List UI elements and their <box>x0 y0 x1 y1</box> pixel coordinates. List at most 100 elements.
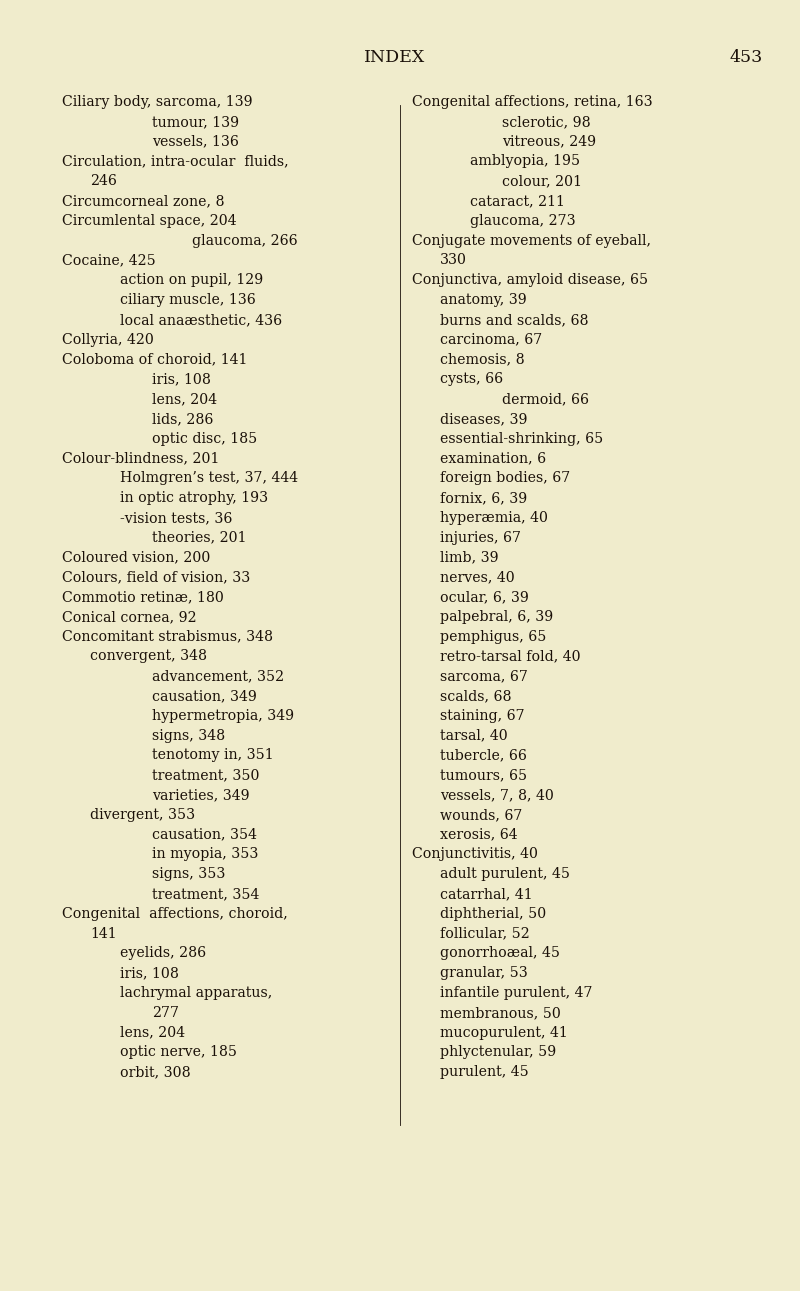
Text: wounds, 67: wounds, 67 <box>440 808 522 822</box>
Text: 141: 141 <box>90 927 117 941</box>
Text: Conjunctiva, amyloid disease, 65: Conjunctiva, amyloid disease, 65 <box>412 274 648 287</box>
Text: lens, 204: lens, 204 <box>152 392 217 405</box>
Text: retro-tarsal fold, 40: retro-tarsal fold, 40 <box>440 649 581 664</box>
Text: Concomitant strabismus, 348: Concomitant strabismus, 348 <box>62 630 273 644</box>
Text: 330: 330 <box>440 253 467 267</box>
Text: lids, 286: lids, 286 <box>152 412 214 426</box>
Text: hyperæmia, 40: hyperæmia, 40 <box>440 511 548 525</box>
Text: phlyctenular, 59: phlyctenular, 59 <box>440 1046 556 1060</box>
Text: adult purulent, 45: adult purulent, 45 <box>440 868 570 882</box>
Text: vitreous, 249: vitreous, 249 <box>502 134 596 148</box>
Text: essential-shrinking, 65: essential-shrinking, 65 <box>440 431 603 445</box>
Text: chemosis, 8: chemosis, 8 <box>440 352 525 367</box>
Text: Conical cornea, 92: Conical cornea, 92 <box>62 609 197 624</box>
Text: burns and scalds, 68: burns and scalds, 68 <box>440 312 589 327</box>
Text: convergent, 348: convergent, 348 <box>90 649 207 664</box>
Text: Circumcorneal zone, 8: Circumcorneal zone, 8 <box>62 194 225 208</box>
Text: -vision tests, 36: -vision tests, 36 <box>120 511 232 525</box>
Text: Coloured vision, 200: Coloured vision, 200 <box>62 550 210 564</box>
Text: 246: 246 <box>90 174 117 188</box>
Text: membranous, 50: membranous, 50 <box>440 1006 561 1020</box>
Text: Colours, field of vision, 33: Colours, field of vision, 33 <box>62 571 250 585</box>
Text: purulent, 45: purulent, 45 <box>440 1065 529 1079</box>
Text: sarcoma, 67: sarcoma, 67 <box>440 669 528 683</box>
Text: amblyopia, 195: amblyopia, 195 <box>470 155 580 168</box>
Text: diseases, 39: diseases, 39 <box>440 412 527 426</box>
Text: Circumlental space, 204: Circumlental space, 204 <box>62 214 237 227</box>
Text: tumour, 139: tumour, 139 <box>152 115 239 129</box>
Text: mucopurulent, 41: mucopurulent, 41 <box>440 1025 568 1039</box>
Text: ciliary muscle, 136: ciliary muscle, 136 <box>120 293 256 307</box>
Text: lens, 204: lens, 204 <box>120 1025 185 1039</box>
Text: diphtherial, 50: diphtherial, 50 <box>440 906 546 920</box>
Text: Holmgren’s test, 37, 444: Holmgren’s test, 37, 444 <box>120 471 298 485</box>
Text: advancement, 352: advancement, 352 <box>152 669 284 683</box>
Text: tarsal, 40: tarsal, 40 <box>440 728 508 742</box>
Text: staining, 67: staining, 67 <box>440 709 525 723</box>
Text: in optic atrophy, 193: in optic atrophy, 193 <box>120 491 268 505</box>
Text: colour, 201: colour, 201 <box>502 174 582 188</box>
Text: INDEX: INDEX <box>364 49 426 66</box>
Text: treatment, 350: treatment, 350 <box>152 768 259 782</box>
Text: foreign bodies, 67: foreign bodies, 67 <box>440 471 570 485</box>
Text: theories, 201: theories, 201 <box>152 531 246 545</box>
Text: signs, 348: signs, 348 <box>152 728 225 742</box>
Text: iris, 108: iris, 108 <box>120 966 179 980</box>
Text: tumours, 65: tumours, 65 <box>440 768 527 782</box>
Text: causation, 349: causation, 349 <box>152 689 257 704</box>
Text: Commotio retinæ, 180: Commotio retinæ, 180 <box>62 590 224 604</box>
Text: signs, 353: signs, 353 <box>152 868 226 882</box>
Text: lachrymal apparatus,: lachrymal apparatus, <box>120 986 272 1001</box>
Text: injuries, 67: injuries, 67 <box>440 531 521 545</box>
Text: eyelids, 286: eyelids, 286 <box>120 946 206 961</box>
Text: Collyria, 420: Collyria, 420 <box>62 333 154 346</box>
Text: vessels, 136: vessels, 136 <box>152 134 239 148</box>
Text: vessels, 7, 8, 40: vessels, 7, 8, 40 <box>440 788 554 802</box>
Text: tenotomy in, 351: tenotomy in, 351 <box>152 749 274 763</box>
Text: examination, 6: examination, 6 <box>440 452 546 465</box>
Text: Cocaine, 425: Cocaine, 425 <box>62 253 156 267</box>
Text: local anaæsthetic, 436: local anaæsthetic, 436 <box>120 312 282 327</box>
Text: optic disc, 185: optic disc, 185 <box>152 431 258 445</box>
Text: fornix, 6, 39: fornix, 6, 39 <box>440 491 527 505</box>
Text: limb, 39: limb, 39 <box>440 550 498 564</box>
Text: Coloboma of choroid, 141: Coloboma of choroid, 141 <box>62 352 247 367</box>
Text: sclerotic, 98: sclerotic, 98 <box>502 115 590 129</box>
Text: nerves, 40: nerves, 40 <box>440 571 514 585</box>
Text: hypermetropia, 349: hypermetropia, 349 <box>152 709 294 723</box>
Text: causation, 354: causation, 354 <box>152 828 257 842</box>
Text: Conjunctivitis, 40: Conjunctivitis, 40 <box>412 847 538 861</box>
Text: treatment, 354: treatment, 354 <box>152 887 259 901</box>
Text: Conjugate movements of eyeball,: Conjugate movements of eyeball, <box>412 234 651 248</box>
Text: gonorrhoæal, 45: gonorrhoæal, 45 <box>440 946 560 961</box>
Text: granular, 53: granular, 53 <box>440 966 528 980</box>
Text: orbit, 308: orbit, 308 <box>120 1065 190 1079</box>
Text: tubercle, 66: tubercle, 66 <box>440 749 527 763</box>
Text: Congenital  affections, choroid,: Congenital affections, choroid, <box>62 906 288 920</box>
Text: Congenital affections, retina, 163: Congenital affections, retina, 163 <box>412 96 653 108</box>
Text: xerosis, 64: xerosis, 64 <box>440 828 518 842</box>
Text: Circulation, intra-ocular  fluids,: Circulation, intra-ocular fluids, <box>62 155 289 168</box>
Text: infantile purulent, 47: infantile purulent, 47 <box>440 986 593 1001</box>
Text: 277: 277 <box>152 1006 179 1020</box>
Text: varieties, 349: varieties, 349 <box>152 788 250 802</box>
Text: 453: 453 <box>730 49 763 66</box>
Text: cataract, 211: cataract, 211 <box>470 194 565 208</box>
Text: Ciliary body, sarcoma, 139: Ciliary body, sarcoma, 139 <box>62 96 253 108</box>
Text: anatomy, 39: anatomy, 39 <box>440 293 526 307</box>
Text: dermoid, 66: dermoid, 66 <box>502 392 589 405</box>
Text: divergent, 353: divergent, 353 <box>90 808 195 822</box>
Text: scalds, 68: scalds, 68 <box>440 689 511 704</box>
Text: palpebral, 6, 39: palpebral, 6, 39 <box>440 609 554 624</box>
Text: follicular, 52: follicular, 52 <box>440 927 530 941</box>
Text: Colour-blindness, 201: Colour-blindness, 201 <box>62 452 219 465</box>
Text: iris, 108: iris, 108 <box>152 372 211 386</box>
Text: catarrhal, 41: catarrhal, 41 <box>440 887 533 901</box>
Text: pemphigus, 65: pemphigus, 65 <box>440 630 546 644</box>
Text: action on pupil, 129: action on pupil, 129 <box>120 274 263 287</box>
Text: ocular, 6, 39: ocular, 6, 39 <box>440 590 529 604</box>
Text: optic nerve, 185: optic nerve, 185 <box>120 1046 237 1060</box>
Text: glaucoma, 266: glaucoma, 266 <box>192 234 298 248</box>
Text: cysts, 66: cysts, 66 <box>440 372 503 386</box>
Text: in myopia, 353: in myopia, 353 <box>152 847 258 861</box>
